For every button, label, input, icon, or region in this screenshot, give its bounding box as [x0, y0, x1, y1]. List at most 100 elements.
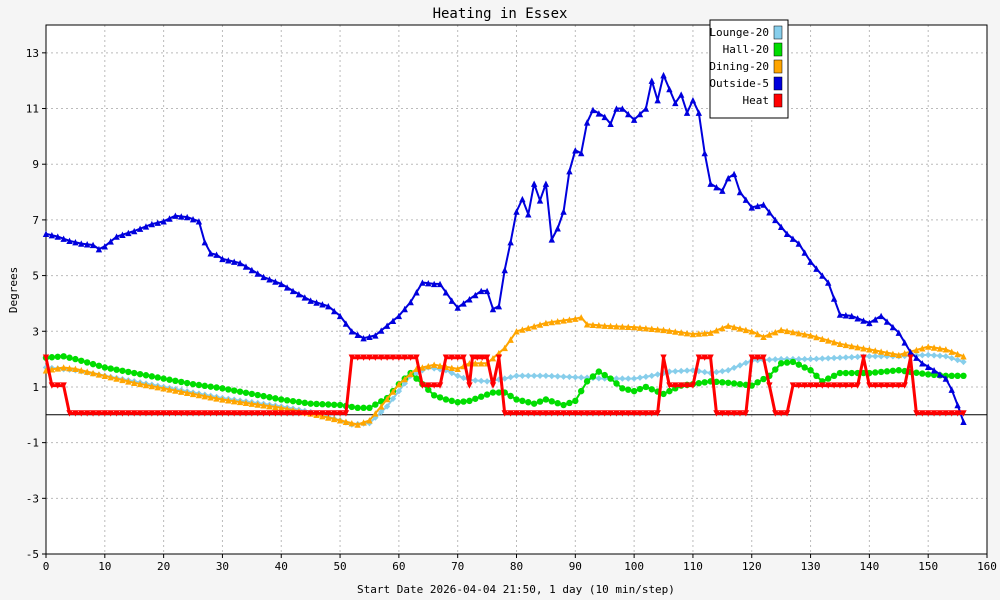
data-point — [583, 410, 591, 417]
data-point — [336, 401, 344, 409]
data-point — [954, 410, 961, 417]
data-point — [530, 180, 538, 187]
data-point — [807, 355, 814, 363]
data-point — [748, 354, 755, 361]
data-point — [577, 374, 585, 381]
data-point — [801, 382, 808, 389]
data-point — [419, 382, 426, 389]
data-point — [442, 289, 450, 296]
data-point — [495, 303, 503, 310]
data-point — [725, 367, 732, 374]
data-point — [713, 327, 720, 334]
data-point — [136, 380, 144, 388]
data-point — [478, 393, 485, 400]
data-point — [95, 410, 103, 417]
data-point — [342, 418, 350, 425]
data-point — [360, 419, 367, 426]
data-point — [719, 187, 726, 194]
data-point — [372, 354, 379, 361]
data-point — [148, 382, 156, 390]
data-point — [730, 323, 738, 331]
data-point — [460, 398, 467, 405]
data-point — [866, 353, 873, 360]
data-point — [378, 408, 385, 416]
data-point — [836, 382, 844, 389]
data-point — [642, 325, 650, 332]
data-point — [872, 316, 879, 323]
data-point — [954, 350, 961, 358]
data-point — [525, 324, 532, 332]
data-point — [260, 392, 267, 400]
data-point — [395, 312, 403, 320]
data-point — [301, 294, 308, 301]
y-tick-label: 13 — [26, 47, 39, 60]
data-point — [707, 369, 714, 377]
data-point — [919, 360, 926, 367]
data-point — [483, 378, 491, 385]
data-point — [278, 280, 285, 288]
data-point — [613, 380, 620, 387]
data-point — [689, 96, 697, 104]
data-point — [372, 401, 379, 408]
data-point — [89, 369, 97, 377]
data-point — [577, 314, 585, 321]
data-point — [666, 85, 673, 93]
data-point — [842, 341, 850, 349]
data-point — [519, 195, 526, 203]
legend-swatch — [773, 76, 783, 91]
data-point — [236, 259, 244, 267]
data-point — [283, 397, 291, 404]
data-point — [501, 266, 508, 274]
data-point — [536, 197, 544, 204]
data-point — [183, 389, 191, 396]
data-point — [936, 345, 944, 352]
data-point — [472, 377, 479, 384]
data-point — [836, 311, 844, 318]
data-point — [201, 382, 208, 390]
data-point — [207, 383, 214, 390]
data-point — [242, 263, 250, 270]
data-point — [630, 410, 638, 417]
data-point — [448, 397, 456, 405]
data-point — [54, 353, 61, 360]
data-point — [542, 180, 550, 187]
data-point — [101, 364, 109, 371]
data-point — [83, 359, 91, 366]
data-point — [354, 354, 361, 361]
data-point — [289, 410, 297, 417]
data-point — [472, 395, 479, 402]
data-point — [530, 323, 538, 330]
data-point — [489, 354, 497, 362]
data-point — [672, 368, 679, 375]
data-point — [560, 401, 567, 409]
data-point — [525, 372, 532, 380]
data-point — [660, 71, 667, 79]
data-point — [242, 410, 250, 417]
data-point — [272, 278, 279, 285]
data-point — [354, 421, 361, 428]
y-tick-label: -3 — [26, 492, 39, 505]
data-point — [660, 390, 667, 398]
data-point — [219, 396, 226, 403]
data-point — [295, 410, 303, 417]
data-point — [425, 280, 432, 287]
data-point — [654, 371, 661, 378]
plot-area — [46, 25, 987, 554]
data-point — [378, 403, 385, 410]
data-point — [389, 388, 397, 395]
data-point — [519, 397, 526, 405]
data-point — [348, 328, 356, 335]
data-point — [854, 382, 861, 389]
data-point — [166, 215, 173, 222]
data-point — [589, 410, 597, 417]
data-point — [425, 382, 432, 389]
data-point — [66, 410, 73, 417]
data-point — [601, 410, 608, 417]
data-point — [683, 109, 691, 116]
data-point — [883, 368, 891, 375]
data-point — [636, 374, 644, 381]
data-point — [231, 387, 238, 394]
data-point — [960, 410, 967, 417]
data-point — [266, 402, 273, 410]
data-point — [195, 218, 203, 225]
